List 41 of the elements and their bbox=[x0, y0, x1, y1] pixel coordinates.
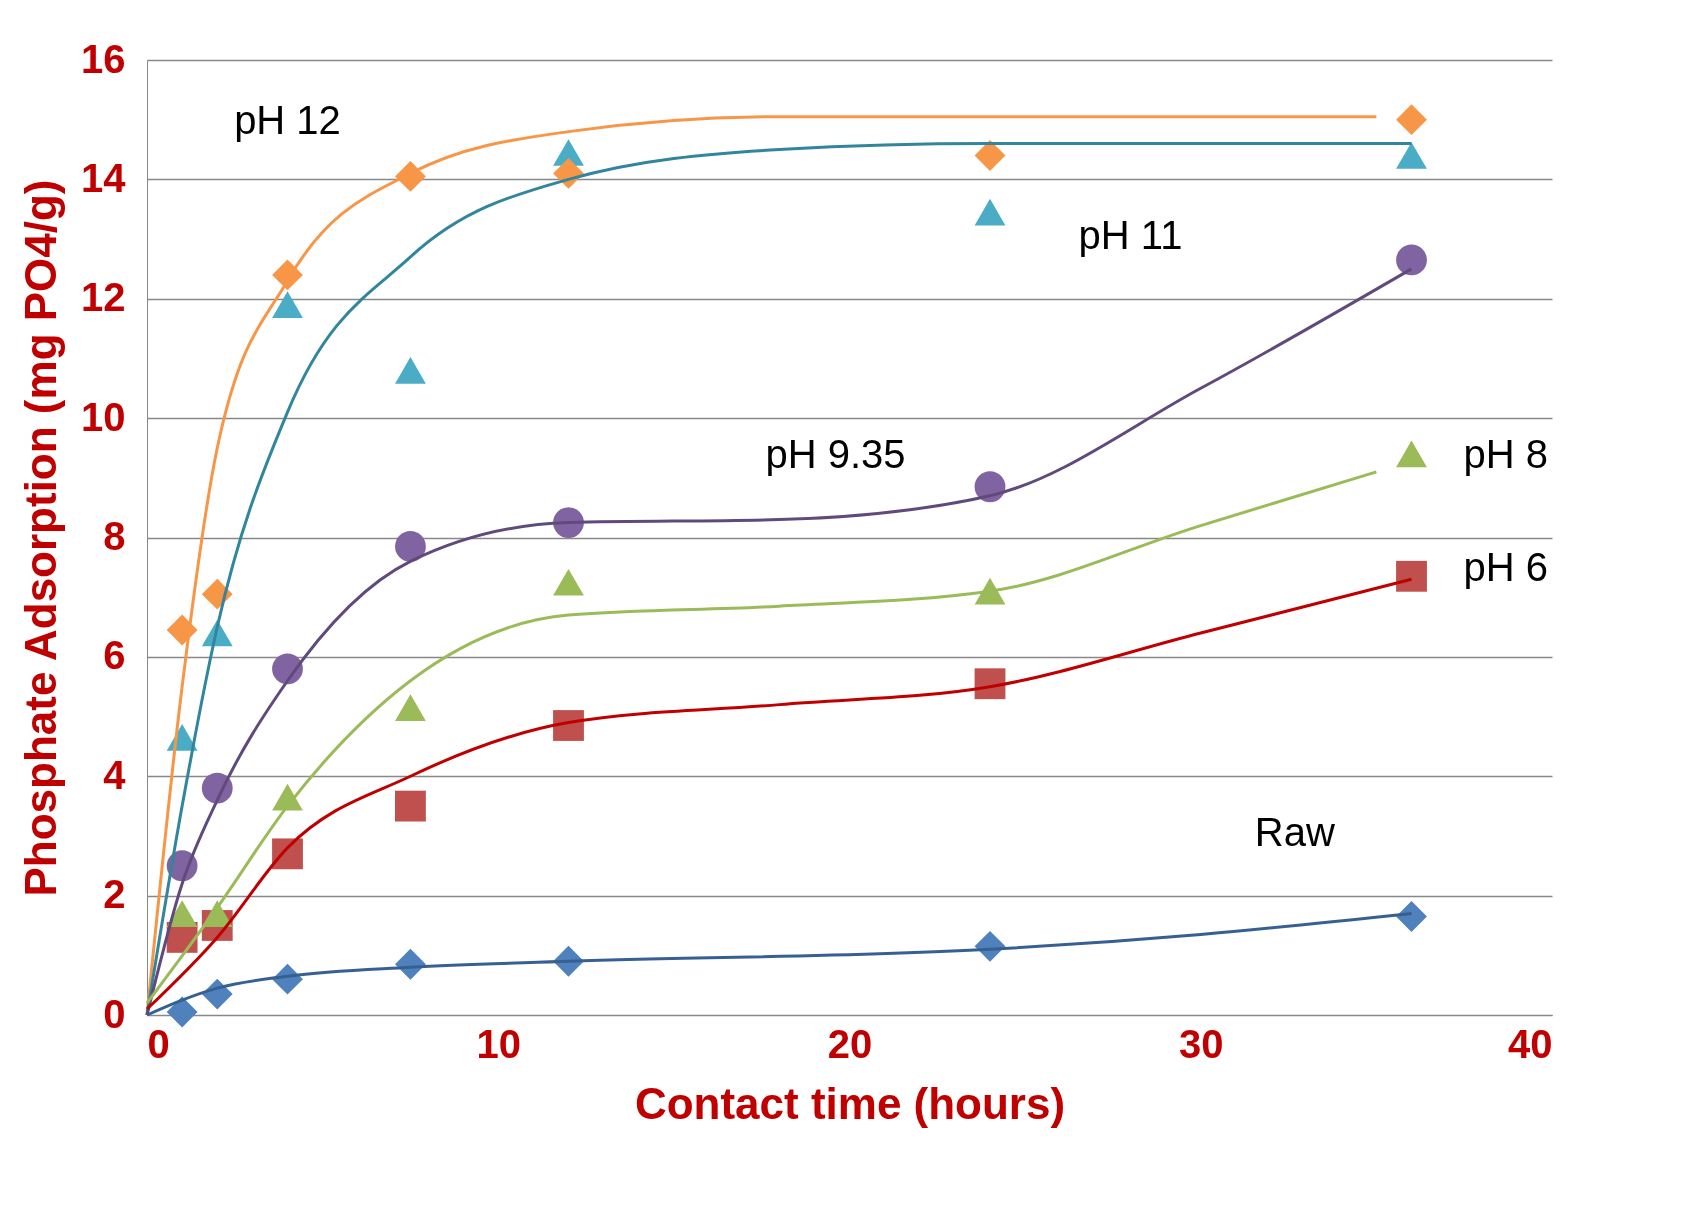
point bbox=[166, 996, 198, 1028]
x-tick-label: 0 bbox=[147, 1021, 170, 1066]
y-tick-label: 12 bbox=[81, 275, 126, 320]
point bbox=[974, 140, 1006, 171]
point bbox=[272, 291, 303, 319]
x-tick-label: 20 bbox=[827, 1021, 873, 1066]
point bbox=[395, 531, 426, 562]
y-axis-title: Phosphate Adsorption (mg PO4/g) bbox=[16, 179, 66, 897]
point bbox=[974, 198, 1006, 226]
y-tick-label: 10 bbox=[81, 394, 126, 439]
point bbox=[974, 577, 1006, 605]
y-tick-label: 0 bbox=[103, 991, 126, 1036]
x-tick-label: 10 bbox=[476, 1021, 521, 1066]
annotation: pH 11 bbox=[1078, 212, 1183, 257]
y-tick-label: 14 bbox=[81, 155, 127, 200]
point bbox=[395, 357, 426, 384]
point bbox=[166, 900, 198, 927]
point bbox=[1396, 440, 1427, 468]
point bbox=[1396, 901, 1427, 932]
point bbox=[1396, 244, 1427, 276]
point bbox=[1396, 560, 1427, 592]
point bbox=[553, 568, 584, 596]
annotation: pH 12 bbox=[234, 98, 341, 143]
y-tick-label: 16 bbox=[81, 36, 126, 81]
annotation: pH 8 bbox=[1463, 432, 1548, 477]
point bbox=[553, 710, 584, 741]
point bbox=[395, 790, 426, 822]
annotation: Raw bbox=[1254, 809, 1335, 854]
x-axis-title: Contact time (hours) bbox=[634, 1078, 1066, 1128]
point bbox=[166, 614, 198, 646]
annotation: pH 9.35 bbox=[765, 432, 906, 477]
annotation: pH 6 bbox=[1463, 545, 1548, 590]
x-tick-label: 40 bbox=[1508, 1021, 1553, 1066]
point bbox=[1396, 104, 1427, 136]
y-tick-label: 8 bbox=[103, 514, 126, 558]
y-tick-label: 2 bbox=[103, 872, 126, 917]
x-tick-label: 30 bbox=[1179, 1021, 1224, 1066]
y-tick-label: 4 bbox=[103, 752, 127, 797]
point bbox=[395, 694, 426, 721]
y-tick-label: 6 bbox=[103, 633, 126, 678]
point bbox=[1396, 142, 1427, 169]
